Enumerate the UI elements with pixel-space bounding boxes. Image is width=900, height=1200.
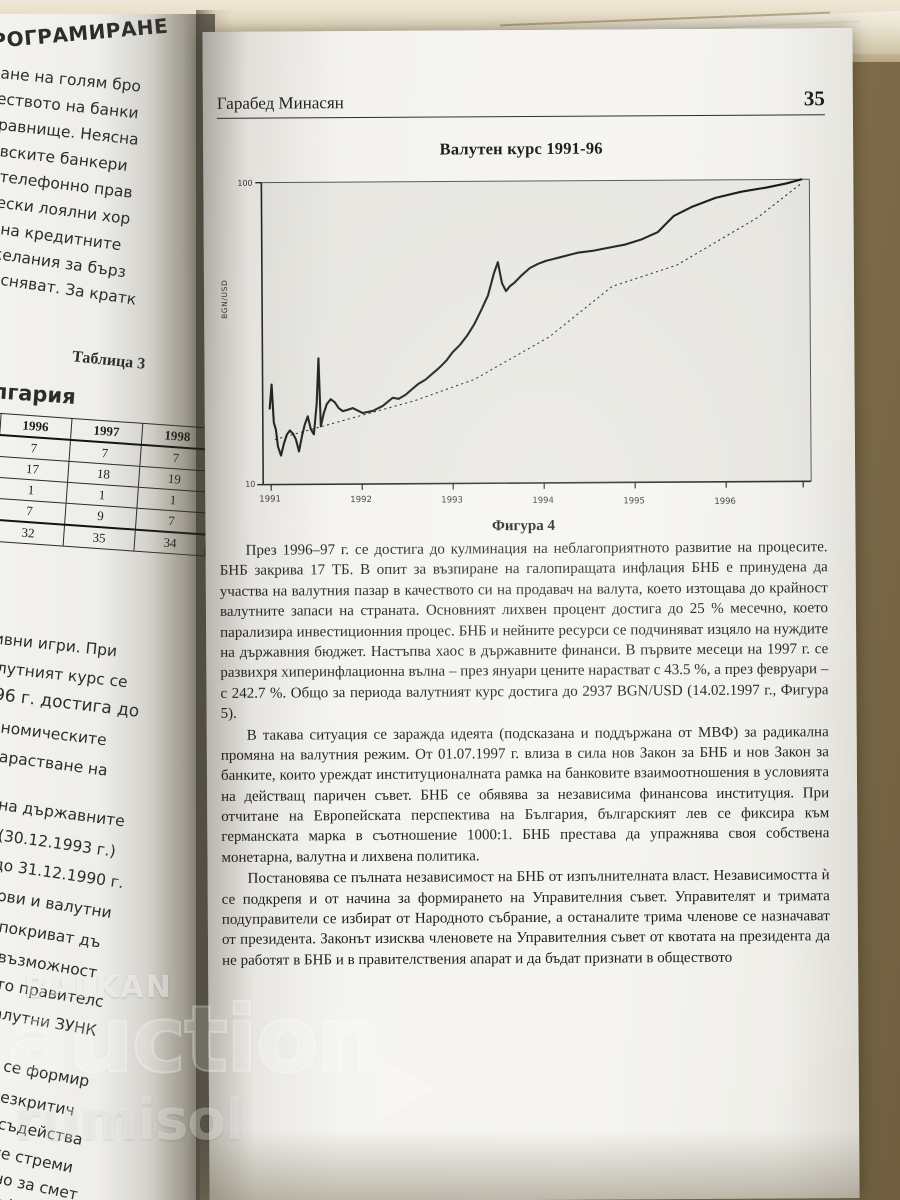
x-axis-tick: 1991 — [259, 494, 281, 505]
left-page-running-head: ПРОГРАМИРАНЕ — [0, 14, 170, 55]
left-page-line: г. валутният курс се — [0, 655, 129, 692]
y-axis-line — [260, 182, 264, 485]
chart-plot-area — [255, 178, 812, 491]
left-page: ПРОГРАМИРАНЕ изане на голям бро ачествот… — [0, 14, 215, 1200]
left-page-text-block: ПРОГРАМИРАНЕ изане на голям бро ачествот… — [0, 14, 215, 1200]
right-page: Гарабед Минасян 35 Валутен курс 1991-96 … — [202, 28, 860, 1200]
x-axis-tick: 1995 — [623, 496, 645, 507]
plot-right-border — [808, 179, 812, 482]
x-axis-tick: 1996 — [714, 496, 736, 507]
x-axis-tick: 1993 — [441, 495, 463, 506]
left-page-table: 5 1996 1997 1998 9 7 7 7 8 17 18 19 — [0, 410, 214, 557]
right-page-content: Гарабед Минасян 35 Валутен курс 1991-96 … — [216, 86, 831, 971]
table-cell: 32 — [0, 519, 65, 547]
x-axis-tick: 1994 — [532, 495, 554, 506]
paragraph: В такава ситуация се заражда идеята (под… — [220, 723, 830, 866]
author-name: Гарабед Минасян — [216, 93, 344, 113]
paragraph: Постановява се пълната независимост на Б… — [221, 867, 831, 969]
body-text: През 1996–97 г. се достига до кулминация… — [220, 537, 831, 971]
left-page-line: стема се формир — [0, 1047, 91, 1091]
x-axis-tick: 1992 — [350, 494, 372, 506]
paragraph: През 1996–97 г. се достига до кулминация… — [219, 539, 829, 723]
page-number: 35 — [803, 86, 825, 111]
left-page-line: изане на голям бро — [0, 62, 142, 96]
plot-background — [261, 179, 812, 485]
left-page-table-caption: Таблица 3 — [71, 348, 147, 373]
trend-series-dotted — [274, 182, 802, 441]
left-page-line: ноикономическите — [0, 712, 108, 750]
x-tick-marks — [270, 481, 804, 491]
left-page-line: улативни игри. При — [0, 625, 119, 661]
exchange-rate-series — [268, 178, 803, 457]
x-axis-line — [263, 480, 812, 486]
figure-caption: Фигура 4 — [491, 517, 555, 535]
exchange-rate-chart: BGN/USD 100 10 — [220, 165, 823, 514]
left-page-line: ост на държавните — [0, 792, 126, 831]
running-head: Гарабед Минасян 35 — [216, 86, 825, 119]
chart-title: Валутен курс 1991-96 — [439, 138, 603, 159]
plot-top-border — [261, 178, 810, 184]
table-cell: 35 — [62, 524, 136, 552]
left-page-table-heading: лгария — [0, 379, 77, 409]
